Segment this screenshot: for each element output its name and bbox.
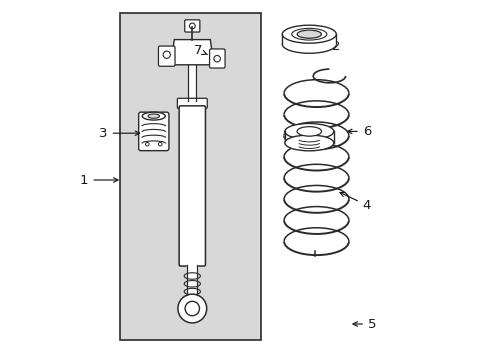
Ellipse shape [148, 114, 159, 118]
Text: 2: 2 [320, 40, 340, 53]
Text: 4: 4 [339, 193, 370, 212]
Text: 6: 6 [347, 125, 370, 138]
FancyBboxPatch shape [179, 106, 205, 266]
Text: 1: 1 [80, 174, 118, 186]
Ellipse shape [297, 30, 321, 38]
Ellipse shape [282, 35, 336, 53]
Ellipse shape [282, 25, 336, 43]
FancyBboxPatch shape [184, 20, 200, 32]
Ellipse shape [296, 127, 321, 136]
Text: 3: 3 [99, 127, 139, 140]
Circle shape [178, 294, 206, 323]
Text: 5: 5 [352, 318, 376, 330]
Circle shape [158, 143, 162, 146]
Circle shape [145, 143, 149, 146]
Ellipse shape [284, 135, 333, 151]
Circle shape [185, 301, 199, 316]
FancyBboxPatch shape [158, 46, 175, 66]
Circle shape [163, 51, 170, 58]
Polygon shape [170, 40, 213, 65]
FancyBboxPatch shape [177, 98, 207, 108]
Ellipse shape [284, 123, 333, 139]
Text: 7: 7 [193, 44, 207, 57]
Circle shape [285, 39, 290, 44]
FancyBboxPatch shape [209, 49, 224, 68]
Ellipse shape [142, 112, 165, 120]
Circle shape [283, 36, 293, 46]
Circle shape [213, 55, 220, 62]
FancyBboxPatch shape [120, 13, 260, 340]
Circle shape [189, 23, 195, 29]
FancyBboxPatch shape [139, 112, 168, 151]
